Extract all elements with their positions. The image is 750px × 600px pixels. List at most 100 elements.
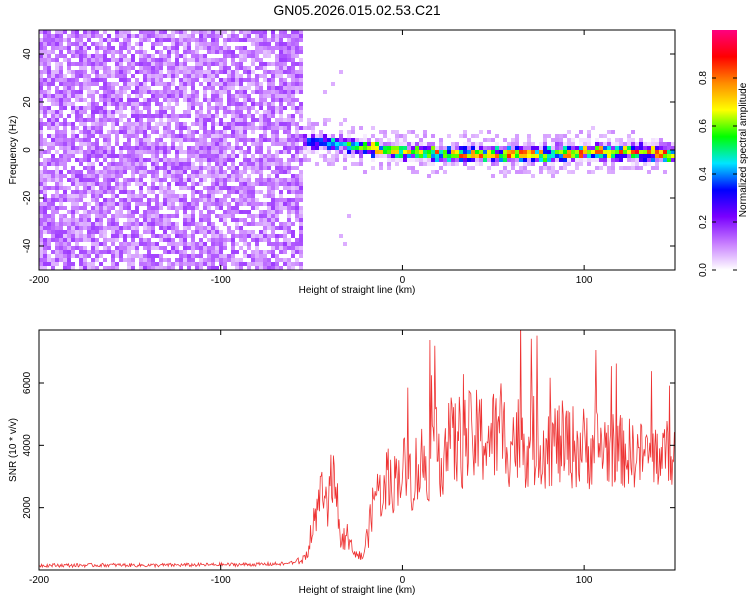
spectrogram-cell [379, 150, 383, 154]
spectrogram-cell [271, 138, 275, 142]
spectrogram-cell [39, 46, 43, 50]
spectrogram-cell [539, 158, 543, 162]
spectrogram-cell [295, 194, 299, 198]
spectrogram-cell [195, 74, 199, 78]
spectrogram-cell [215, 114, 219, 118]
spectrogram-cell [195, 110, 199, 114]
spectrogram-cell [227, 186, 231, 190]
spectrogram-cell [279, 46, 283, 50]
spectrogram-cell [267, 70, 271, 74]
spectrogram-cell [447, 158, 451, 162]
spectrogram-cell [315, 142, 319, 146]
spectrogram-cell [655, 162, 659, 166]
spectrogram-cell [143, 126, 147, 130]
spectrogram-cell [59, 46, 63, 50]
spectrogram-cell [195, 38, 199, 42]
spectrogram-cell [287, 138, 291, 142]
spectrogram-cell [187, 218, 191, 222]
spectrogram-cell [219, 98, 223, 102]
spectrogram-cell [311, 150, 315, 154]
spectrogram-cell [451, 146, 455, 150]
spectrogram-cell [455, 142, 459, 146]
spectrogram-cell [195, 46, 199, 50]
spectrogram-cell [255, 202, 259, 206]
spectrogram-cell [67, 262, 71, 266]
spectrogram-cell [75, 50, 79, 54]
spectrogram-cell [75, 226, 79, 230]
spectrogram-cell [503, 174, 507, 178]
spectrogram-cell [287, 146, 291, 150]
spectrogram-cell [291, 122, 295, 126]
spectrogram-cell [291, 70, 295, 74]
spectrogram-cell [199, 118, 203, 122]
spectrogram-cell [443, 158, 447, 162]
spectrogram-cell [271, 242, 275, 246]
spectrogram-cell [51, 122, 55, 126]
spectrogram-cell [523, 154, 527, 158]
spectrogram-cell [223, 54, 227, 58]
spectrogram-cell [331, 134, 335, 138]
spectrogram-cell [75, 158, 79, 162]
spectrogram-cell [247, 158, 251, 162]
spectrogram-cell [199, 166, 203, 170]
spectrogram-cell [231, 258, 235, 262]
spectrogram-cell [95, 154, 99, 158]
spectrogram-cell [123, 190, 127, 194]
spectrogram-cell [131, 150, 135, 154]
spectrogram-cell [131, 162, 135, 166]
spectrogram-cell [275, 214, 279, 218]
spectrogram-cell [183, 234, 187, 238]
spectrogram-cell [443, 162, 447, 166]
spectrogram-cell [131, 266, 135, 270]
spectrogram-cell [579, 154, 583, 158]
spectrogram-cell [295, 238, 299, 242]
spectrogram-cell [223, 50, 227, 54]
spectrogram-cell [187, 174, 191, 178]
spectrogram-cell [235, 114, 239, 118]
spectrogram-cell [215, 198, 219, 202]
spectrogram-cell [299, 190, 303, 194]
spectrogram-cell [235, 210, 239, 214]
spectrogram-cell [283, 70, 287, 74]
spectrogram-cell [283, 122, 287, 126]
colorbar-tick-label: 0.0 [698, 263, 709, 277]
spectrogram-cell [191, 222, 195, 226]
spectrogram-cell [391, 146, 395, 150]
spectrogram-cell [287, 190, 291, 194]
spectrogram-cell [235, 242, 239, 246]
spectrogram-cell [187, 102, 191, 106]
spectrogram-cell [131, 62, 135, 66]
spectrogram-cell [115, 238, 119, 242]
spectrogram-cell [255, 86, 259, 90]
spectrogram-cell [263, 94, 267, 98]
spectrogram-cell [207, 230, 211, 234]
spectrogram-cell [279, 114, 283, 118]
spectrogram-cell [291, 178, 295, 182]
spectrogram-cell [139, 86, 143, 90]
spectrogram-cell [395, 138, 399, 142]
spectrogram-cell [611, 154, 615, 158]
spectrogram-cell [271, 158, 275, 162]
spectrogram-cell [115, 262, 119, 266]
spectrogram-cell [95, 46, 99, 50]
spectrogram-cell [147, 146, 151, 150]
spectrogram-cell [39, 154, 43, 158]
spectrogram-cell [59, 226, 63, 230]
spectrogram-cell [559, 166, 563, 170]
spectrogram-cell [155, 218, 159, 222]
spectrogram-cell [95, 266, 99, 270]
spectrogram-cell [163, 114, 167, 118]
spectrogram-cell [87, 250, 91, 254]
spectrogram-cell [167, 62, 171, 66]
spectrogram-cell [199, 154, 203, 158]
spectrogram-cell [83, 82, 87, 86]
spectrogram-cell [107, 130, 111, 134]
spectrogram-cell [427, 150, 431, 154]
spectrogram-cell [111, 258, 115, 262]
spectrogram-cell [203, 130, 207, 134]
spectrogram-cell [47, 134, 51, 138]
spectrogram-cell [139, 94, 143, 98]
spectrogram-cell [191, 94, 195, 98]
spectrogram-cell [551, 138, 555, 142]
spectrogram-cell [175, 250, 179, 254]
